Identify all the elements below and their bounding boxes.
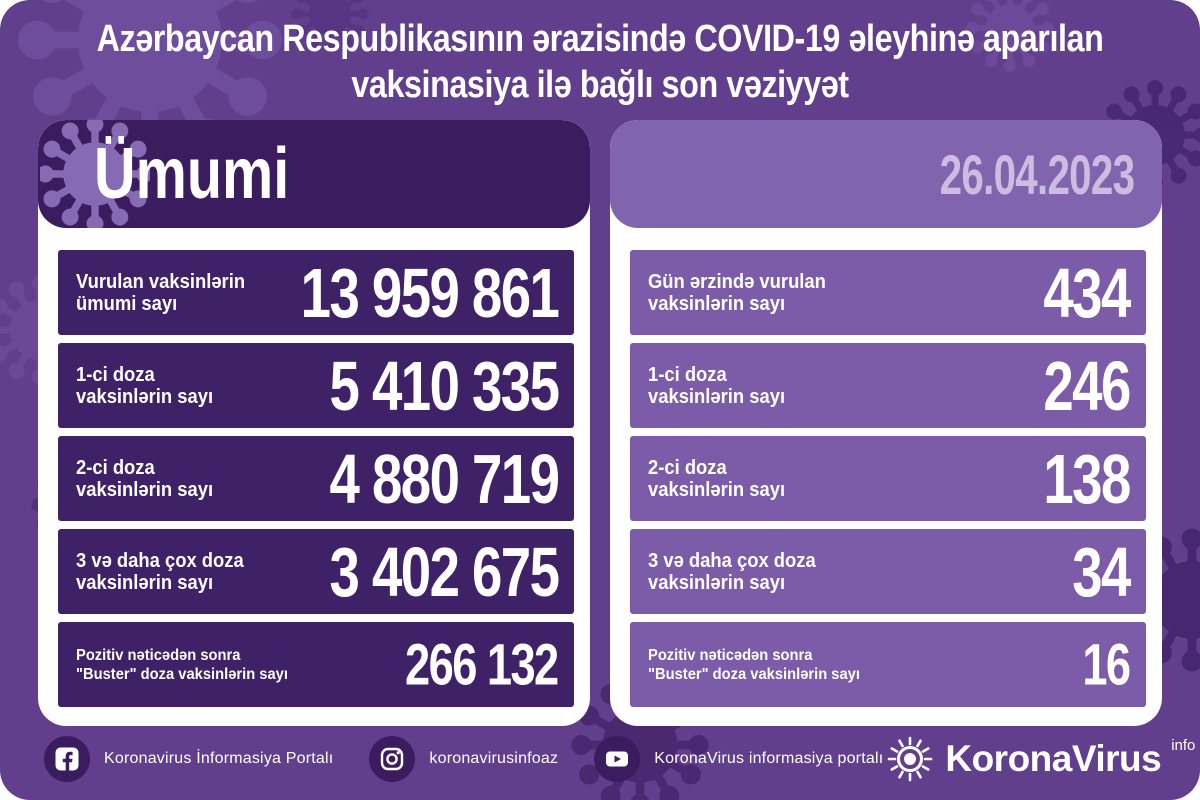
stat-label: 3 və daha çox doza vaksinlərin sayı [648,550,816,594]
total-stats-card: Ümumi Vurulan vaksinlərin ümumi sayı 13 … [38,120,590,726]
total-rows: Vurulan vaksinlərin ümumi sayı 13 959 86… [38,228,590,707]
row-daily-dose1: 1-ci doza vaksinlərin sayı 246 [630,343,1146,428]
stat-label-line2: vaksinlərin sayı [76,571,214,594]
stat-label-line2: vaksinlərin sayı [76,385,214,408]
row-total-vaccines: Vurulan vaksinlərin ümumi sayı 13 959 86… [58,250,574,335]
stat-label-line2: "Buster" doza vaksinlərin sayı [76,665,288,683]
stat-label: 3 və daha çox doza vaksinlərin sayı [76,550,244,594]
stat-label-line2: "Buster" doza vaksinlərin sayı [648,665,860,683]
stat-label-line1: 1-ci doza [648,363,727,386]
stat-label-line2: vaksinlərin sayı [76,478,214,501]
logo-superscript: info [1171,736,1196,754]
stat-value: 3 402 675 [329,532,559,611]
logo-text: KoronaVirus [945,738,1162,779]
stat-label: Vurulan vaksinlərin ümumi sayı [76,271,245,315]
stat-value: 246 [1043,346,1132,425]
stat-label-line1: Pozitiv nəticədən sonra [76,646,241,664]
row-daily-dose2: 2-ci doza vaksinlərin sayı 138 [630,436,1146,521]
total-card-header: Ümumi [38,120,590,228]
facebook-icon [44,736,90,782]
stat-label-line2: vaksinlərin sayı [648,292,786,315]
row-daily-vaccines: Gün ərzində vurulan vaksinlərin sayı 434 [630,250,1146,335]
title-line-1: Azərbaycan Respublikasının ərazisində CO… [96,18,1104,60]
date-label: 26.04.2023 [939,142,1134,206]
stat-label-line2: vaksinlərin sayı [648,478,786,501]
stat-label: 2-ci doza vaksinlərin sayı [648,457,785,501]
row-total-dose1: 1-ci doza vaksinlərin sayı 5 410 335 [58,343,574,428]
instagram-icon [369,736,416,782]
stat-cards: Ümumi Vurulan vaksinlərin ümumi sayı 13 … [38,120,1162,726]
koronavirus-info-logo: KoronaVirus info [883,732,1195,786]
stat-value: 434 [1043,253,1132,332]
facebook-item: Koronavirus İnformasiya Portalı [44,736,333,782]
stat-label-line2: vaksinlərin sayı [648,571,786,594]
page-title: Azərbaycan Respublikasının ərazisində CO… [0,16,1200,108]
stat-label-line2: ümumi sayı [76,292,178,315]
stat-label: Gün ərzində vurulan vaksinlərin sayı [648,271,826,315]
facebook-label: Koronavirus İnformasiya Portalı [104,750,334,767]
stat-label-line2: vaksinlərin sayı [648,385,786,408]
row-daily-booster: Pozitiv nəticədən sonra "Buster" doza va… [630,622,1146,707]
row-total-booster: Pozitiv nəticədən sonra "Buster" doza va… [58,622,574,707]
row-total-dose2: 2-ci doza vaksinlərin sayı 4 880 719 [58,436,574,521]
youtube-icon [594,736,641,782]
stat-label: Pozitiv nəticədən sonra "Buster" doza va… [648,646,860,684]
stat-value: 266 132 [405,632,559,697]
stat-label-line1: Gün ərzində vurulan [648,270,826,293]
stat-label: 2-ci doza vaksinlərin sayı [76,457,213,501]
title-line-2: vaksinasiya ilə bağlı son vəziyyət [351,64,849,106]
stat-label-line1: 3 və daha çox doza [648,549,816,572]
stat-value: 4 880 719 [329,439,559,518]
stat-label-line1: 2-ci doza [648,456,727,479]
stat-value: 5 410 335 [329,346,559,425]
stat-label-line1: 3 və daha çox doza [76,549,244,572]
stat-label-line1: 1-ci doza [76,363,155,386]
stat-label: Pozitiv nəticədən sonra "Buster" doza va… [76,646,288,684]
instagram-label: koronavirusinfoaz [429,750,559,767]
daily-stats-card: 26.04.2023 Gün ərzində vurulan vaksinlər… [610,120,1162,726]
stat-value: 138 [1043,439,1132,518]
youtube-label: KoronaVirus informasiya portalı [654,750,884,767]
youtube-item: KoronaVirus informasiya portalı [594,736,883,782]
stat-value: 13 959 861 [300,253,559,332]
stat-value: 34 [1072,532,1131,611]
instagram-item: koronavirusinfoaz [369,736,558,782]
daily-card-header: 26.04.2023 [610,120,1162,228]
stat-label: 1-ci doza vaksinlərin sayı [648,364,785,408]
total-header-label: Ümumi [94,134,290,214]
row-daily-dose3plus: 3 və daha çox doza vaksinlərin sayı 34 [630,529,1146,614]
stat-label-line1: Pozitiv nəticədən sonra [648,646,813,664]
stat-label: 1-ci doza vaksinlərin sayı [76,364,213,408]
row-total-dose3plus: 3 və daha çox doza vaksinlərin sayı 3 40… [58,529,574,614]
stat-label-line1: 2-ci doza [76,456,155,479]
daily-rows: Gün ərzində vurulan vaksinlərin sayı 434… [610,228,1162,707]
stat-value: 16 [1082,632,1132,697]
stat-label-line1: Vurulan vaksinlərin [76,270,246,293]
logo-virus-icon [888,736,933,782]
footer: Koronavirus İnformasiya Portalı koronavi… [0,726,1200,800]
